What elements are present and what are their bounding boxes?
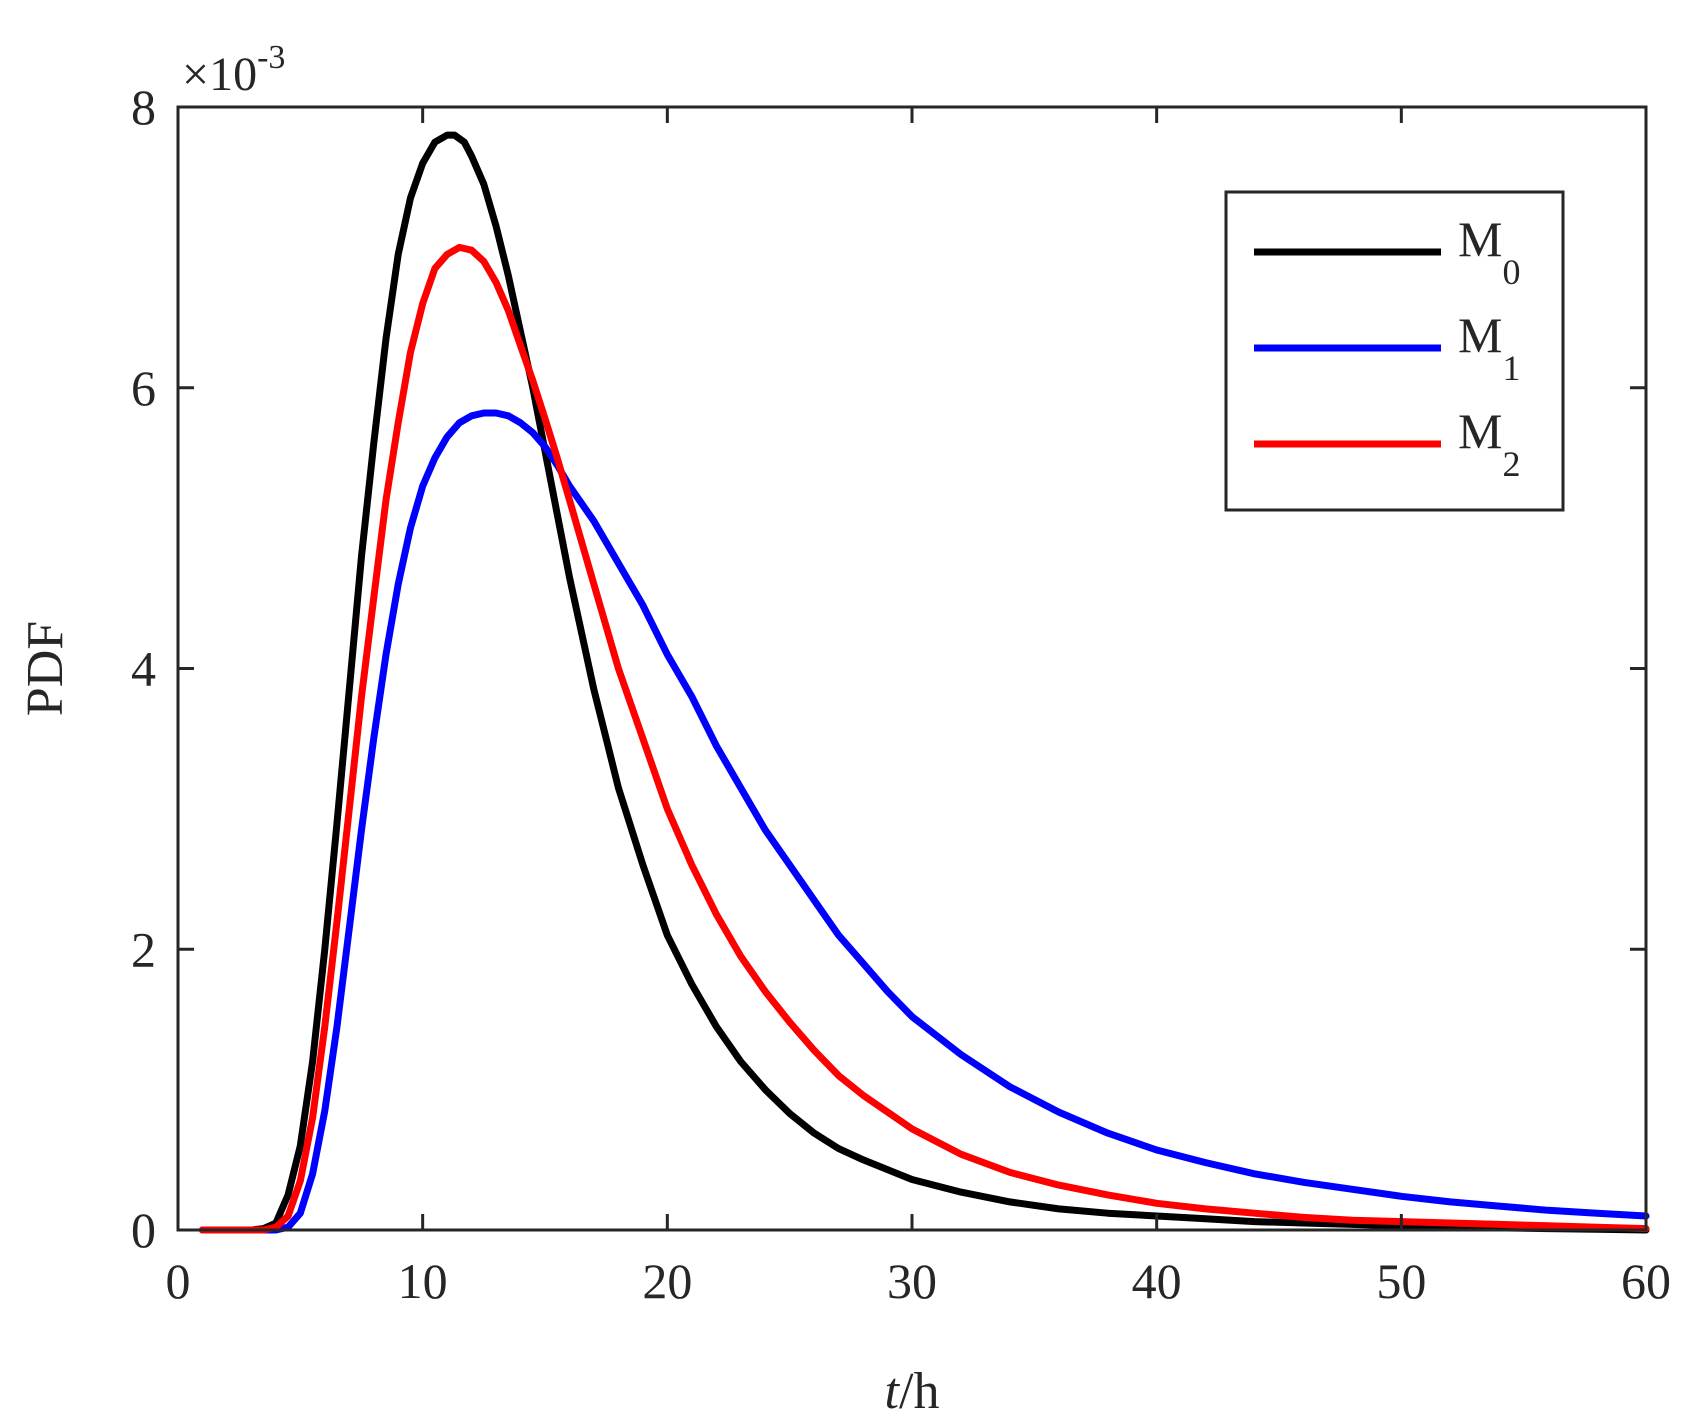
- x-tick-label: 40: [1132, 1253, 1182, 1309]
- x-tick-label: 30: [887, 1253, 937, 1309]
- y-axis-label: PDF: [17, 621, 74, 716]
- series-line-M2: [199, 243, 1650, 1234]
- x-axis-label-unit: /h: [899, 1363, 939, 1420]
- x-axis-label-italic: t: [885, 1363, 901, 1420]
- legend-label-M0: M0: [1458, 211, 1520, 292]
- y-tick-label: 2: [131, 921, 156, 977]
- series-lines: [199, 131, 1650, 1234]
- legend-label-sub: 1: [1502, 348, 1520, 388]
- legend-label-sub: 0: [1502, 252, 1520, 292]
- y-tick-label: 4: [131, 641, 156, 697]
- y-tick-label: 6: [131, 360, 156, 416]
- legend-label-M1: M1: [1458, 307, 1520, 388]
- x-tick-label: 0: [166, 1253, 191, 1309]
- legend-label-main: M: [1458, 307, 1502, 363]
- x-tick-label: 50: [1376, 1253, 1426, 1309]
- y-scale-base: ×10: [182, 48, 257, 101]
- x-axis-label: t/h: [885, 1363, 940, 1420]
- legend-label-sub: 2: [1502, 444, 1520, 484]
- y-scale-factor: ×10-3: [182, 39, 285, 101]
- x-tick-label: 60: [1621, 1253, 1671, 1309]
- x-tick-label: 10: [398, 1253, 448, 1309]
- x-tick-label: 20: [642, 1253, 692, 1309]
- y-tick-label: 0: [131, 1202, 156, 1258]
- plot-frame: [176, 105, 1648, 1232]
- legend-label-main: M: [1458, 403, 1502, 459]
- legend-label-main: M: [1458, 211, 1502, 267]
- legend-label-M2: M2: [1458, 403, 1520, 484]
- y-tick-label: 8: [131, 79, 156, 135]
- series-line-M1: [199, 409, 1650, 1234]
- y-scale-exponent: -3: [257, 39, 285, 76]
- series-line-M0: [199, 131, 1650, 1234]
